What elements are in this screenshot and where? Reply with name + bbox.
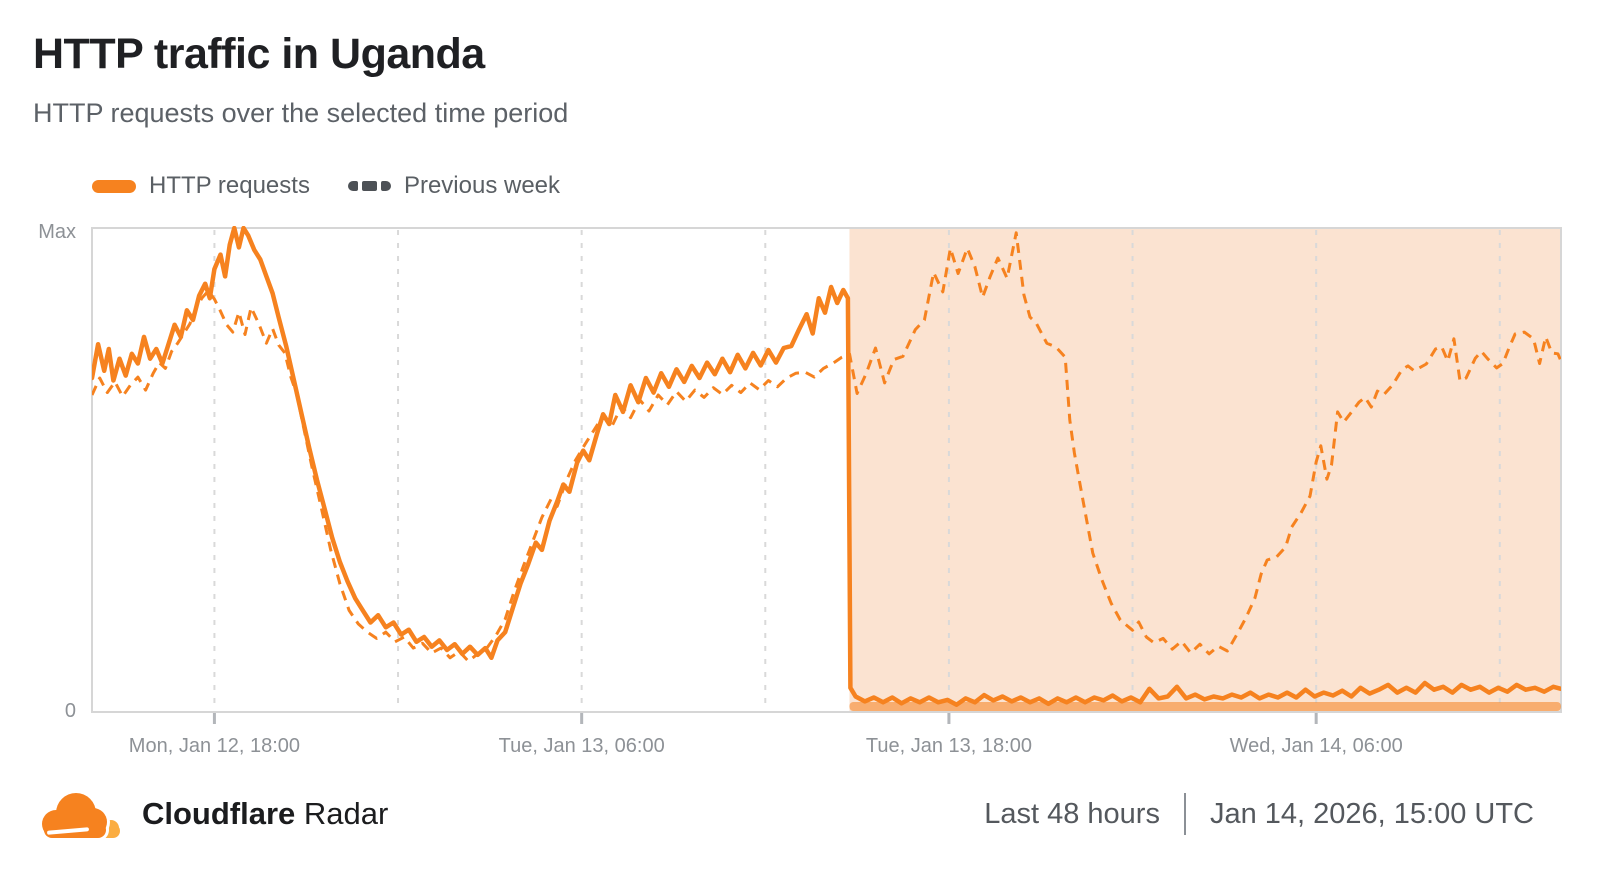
chart-legend: HTTP requests Previous week	[92, 172, 560, 200]
legend-item-http-requests[interactable]: HTTP requests	[92, 172, 310, 200]
plot-border	[91, 227, 1562, 713]
dashed-line-swatch-icon	[347, 180, 391, 193]
brand: Cloudflare Radar	[30, 782, 388, 846]
y-axis-max-label: Max	[38, 221, 76, 243]
chart-footer: Cloudflare Radar Last 48 hours Jan 14, 2…	[0, 774, 1600, 854]
page-subtitle: HTTP requests over the selected time per…	[33, 98, 569, 128]
y-axis-zero-label: 0	[65, 700, 76, 722]
brand-cloudflare: Cloudflare	[142, 796, 296, 831]
solid-line-swatch-icon	[92, 179, 136, 193]
footer-divider	[1183, 793, 1186, 835]
x-axis-label: Tue, Jan 13, 18:00	[866, 735, 1032, 757]
legend-label: Previous week	[403, 172, 561, 199]
footer-meta: Last 48 hours Jan 14, 2026, 15:00 UTC	[984, 793, 1534, 835]
legend-item-previous-week[interactable]: Previous week	[347, 172, 561, 200]
outage-annotation-bar[interactable]	[849, 702, 1561, 711]
page-title: HTTP traffic in Uganda	[33, 30, 485, 78]
http-traffic-chart: Mon, Jan 12, 18:00 Tue, Jan 13, 06:00 Tue,…	[38, 221, 1562, 757]
x-axis-label: Wed, Jan 14, 06:00	[1230, 735, 1403, 757]
brand-radar: Radar	[303, 796, 389, 831]
timestamp-label: Jan 14, 2026, 15:00 UTC	[1209, 797, 1534, 830]
time-range-label: Last 48 hours	[984, 797, 1160, 830]
x-axis-label: Tue, Jan 13, 06:00	[499, 735, 665, 757]
series-line-http-requests	[92, 226, 1561, 707]
x-axis-label: Mon, Jan 12, 18:00	[129, 735, 300, 757]
legend-label: HTTP requests	[149, 172, 310, 199]
anomaly-highlight-region	[849, 228, 1561, 712]
brand-text: Cloudflare Radar	[142, 796, 388, 832]
cloudflare-logo-icon	[39, 790, 120, 841]
